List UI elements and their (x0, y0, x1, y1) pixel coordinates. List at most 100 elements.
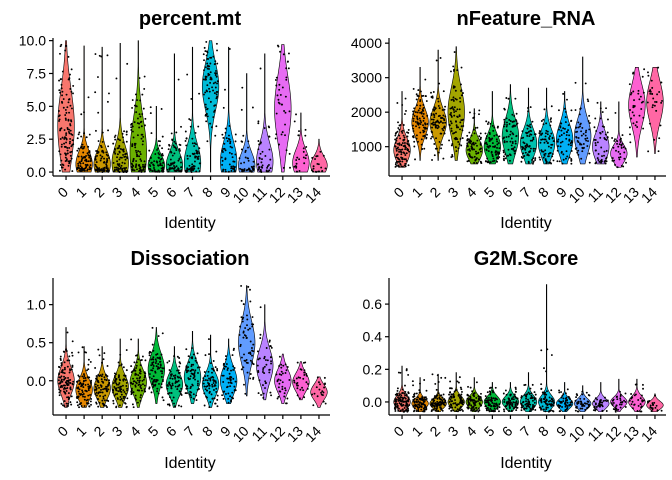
data-point (121, 399, 124, 402)
data-point (488, 403, 491, 406)
data-point (467, 385, 469, 388)
data-point (293, 379, 296, 382)
data-point (249, 170, 252, 173)
data-point (431, 126, 433, 129)
data-point (515, 402, 518, 404)
data-point (413, 401, 416, 404)
data-point (124, 379, 127, 381)
data-point (87, 154, 90, 156)
data-point (658, 137, 661, 140)
data-point (86, 369, 88, 372)
data-point (440, 398, 443, 401)
data-point (419, 405, 422, 408)
data-point (452, 96, 455, 99)
data-point (76, 401, 79, 404)
data-point (94, 155, 97, 158)
violin-2 (93, 46, 111, 173)
data-point (628, 126, 631, 129)
data-point (119, 139, 121, 142)
data-point (136, 379, 139, 382)
data-point (60, 83, 63, 86)
data-point (420, 143, 423, 146)
data-point (80, 155, 83, 158)
data-point (594, 409, 597, 412)
data-point (398, 150, 401, 153)
data-point (574, 109, 577, 111)
data-point (478, 409, 481, 412)
data-point (71, 365, 74, 368)
data-point (474, 404, 477, 407)
data-point (107, 145, 110, 148)
data-point (257, 369, 260, 372)
data-point (558, 160, 561, 163)
data-point (172, 144, 175, 147)
data-point (187, 168, 190, 171)
data-point (66, 106, 69, 109)
data-point (448, 405, 451, 408)
data-point (239, 325, 242, 328)
data-point (131, 403, 134, 406)
data-point (59, 376, 62, 379)
data-point (399, 124, 402, 126)
data-point (137, 374, 140, 377)
data-point (69, 123, 72, 126)
data-point (485, 141, 488, 144)
data-point (239, 345, 242, 348)
data-point (508, 118, 511, 121)
data-point (595, 408, 598, 411)
data-point (526, 145, 529, 147)
data-point (86, 401, 89, 404)
data-point (230, 400, 232, 403)
data-point (132, 391, 135, 394)
data-point (116, 153, 119, 156)
data-point (231, 156, 234, 159)
data-point (162, 166, 165, 169)
data-point (628, 83, 631, 86)
data-point (488, 410, 491, 413)
data-point (604, 133, 607, 136)
data-point (299, 388, 302, 391)
data-point (275, 133, 278, 136)
x-tick-label: 0 (390, 184, 407, 201)
data-point (226, 367, 229, 370)
data-point (452, 99, 455, 102)
data-point (69, 382, 72, 384)
data-point (486, 401, 488, 404)
data-point (211, 86, 214, 89)
data-point (207, 338, 210, 341)
data-point (456, 408, 459, 411)
data-point (282, 166, 285, 169)
data-point (551, 153, 554, 155)
data-point (534, 159, 537, 161)
data-point (316, 155, 319, 157)
data-point (59, 91, 62, 94)
data-point (174, 377, 177, 380)
data-point (125, 130, 128, 133)
data-point (131, 130, 134, 133)
data-point (469, 149, 471, 152)
data-point (459, 128, 461, 131)
data-point (117, 169, 120, 172)
data-point (398, 143, 401, 146)
data-point (263, 127, 266, 129)
data-point (581, 150, 584, 153)
violin-5 (147, 106, 165, 173)
data-point (512, 401, 515, 404)
data-point (639, 95, 642, 98)
data-point (651, 407, 654, 410)
data-point (532, 399, 534, 402)
data-point (438, 82, 441, 85)
data-point (399, 148, 402, 151)
data-point (293, 381, 296, 384)
data-point (407, 373, 410, 376)
x-tick-label: 14 (638, 423, 660, 445)
data-point (513, 393, 516, 396)
data-point (533, 405, 536, 408)
data-point (639, 403, 642, 406)
data-point (473, 143, 475, 146)
data-point (651, 408, 654, 411)
data-point (495, 150, 498, 153)
data-point (96, 154, 98, 157)
data-point (598, 160, 601, 163)
data-point (451, 154, 454, 156)
